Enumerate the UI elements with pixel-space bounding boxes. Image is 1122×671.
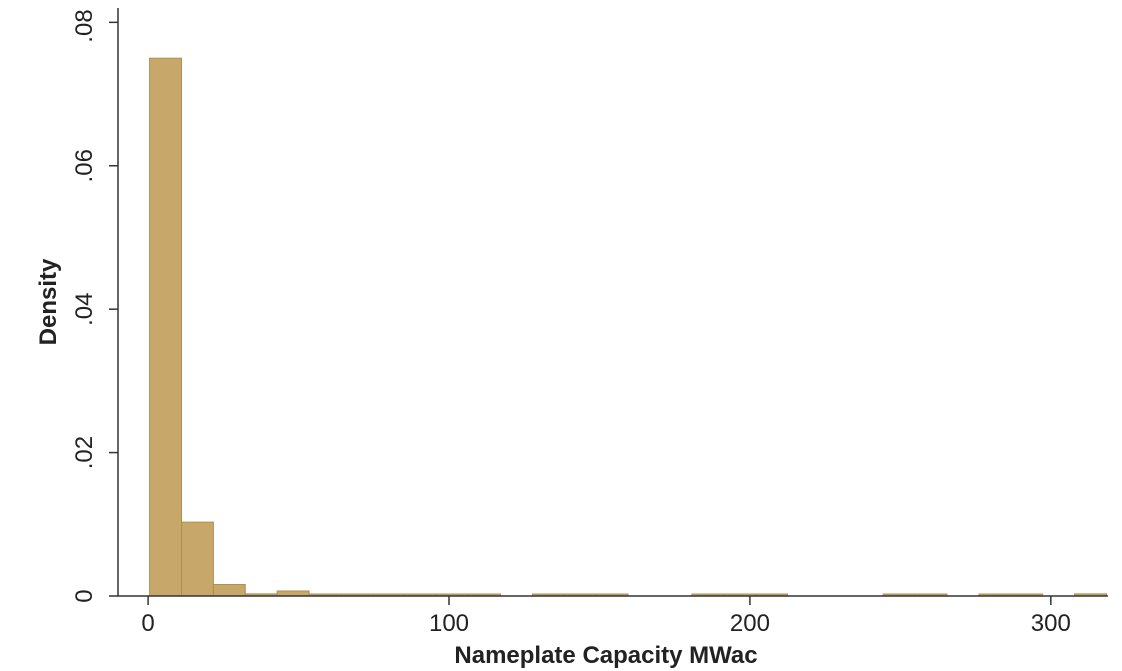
x-tick-label: 300 (1031, 610, 1071, 637)
x-tick-label: 0 (141, 610, 154, 637)
x-tick-label: 200 (730, 610, 770, 637)
y-tick-label: .06 (71, 149, 98, 182)
histogram-bar (212, 584, 246, 597)
y-axis-title: Density (35, 258, 62, 345)
x-axis-ticks: 0 100 200 300 (141, 596, 1071, 637)
histogram-bars (149, 57, 1107, 597)
histogram-bar (180, 521, 214, 597)
y-axis-ticks: 0 .02 .04 .06 .08 (71, 9, 118, 603)
y-tick-label: .02 (71, 436, 98, 469)
y-tick-label: 0 (71, 589, 98, 602)
histogram-bar (149, 57, 182, 597)
x-tick-label: 100 (429, 610, 469, 637)
y-tick-label: .04 (71, 292, 98, 325)
x-axis-title: Nameplate Capacity MWac (454, 642, 757, 669)
y-tick-label: .08 (71, 9, 98, 42)
histogram-bar (276, 590, 310, 597)
